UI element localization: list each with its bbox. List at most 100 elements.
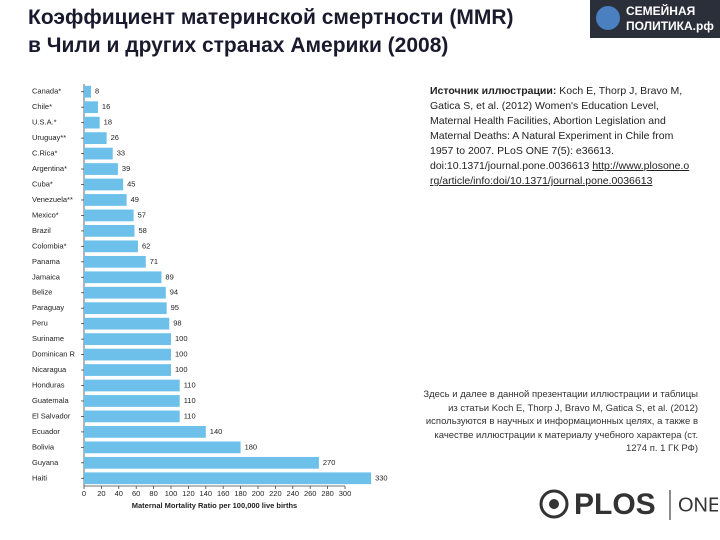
value-label: 180 <box>245 442 258 451</box>
value-label: 98 <box>173 319 181 328</box>
slide-title: Коэффициент материнской смертности (MMR)… <box>28 4 514 60</box>
y-tick-label: Jamaica <box>32 272 61 281</box>
value-label: 49 <box>131 195 139 204</box>
bar <box>84 85 91 98</box>
value-label: 110 <box>184 396 196 405</box>
x-tick-label: 40 <box>115 489 123 498</box>
source-link[interactable]: http://www.plosone.org/article/info:doi/… <box>430 160 690 187</box>
value-label: 71 <box>150 257 158 266</box>
source: Источник иллюстрации: Koch E, Thorp J, B… <box>430 84 692 189</box>
x-axis-title: Maternal Mortality Ratio per 100,000 liv… <box>132 501 297 510</box>
logo-text: СЕМЕЙНАЯ <box>626 4 696 18</box>
bar <box>84 271 162 284</box>
y-tick-label: Mexico* <box>32 210 59 219</box>
bar <box>84 178 124 191</box>
bar <box>84 426 206 438</box>
y-tick-label: Haiti <box>32 473 47 482</box>
value-label: 57 <box>138 210 146 219</box>
bar <box>84 317 170 330</box>
bar <box>84 410 180 423</box>
bar <box>84 240 138 253</box>
plos-logo: PLOS ONE <box>539 488 718 521</box>
bar <box>84 364 171 376</box>
bar <box>84 302 167 315</box>
x-tick-label: 60 <box>132 489 140 498</box>
y-tick-label: Panama <box>32 257 61 266</box>
bar <box>84 286 166 299</box>
y-tick-label: Bolivia <box>32 442 55 451</box>
value-label: 100 <box>175 365 188 374</box>
y-tick-label: Ecuador <box>32 427 60 436</box>
value-label: 140 <box>210 427 223 436</box>
plos-icon <box>549 499 559 509</box>
source-text: Koch E, Thorp J, Bravo M, Gatica S, et a… <box>430 85 683 172</box>
bar <box>84 255 146 268</box>
value-label: 8 <box>95 87 99 96</box>
title-line: в Чили и других странах Америки (2008) <box>28 34 449 57</box>
value-label: 100 <box>175 334 188 343</box>
x-tick-label: 80 <box>149 489 157 498</box>
y-tick-label: El Salvador <box>32 411 71 420</box>
plos-text: PLOS <box>574 488 656 521</box>
x-tick-label: 200 <box>252 489 265 498</box>
x-tick-label: 120 <box>182 489 195 498</box>
bar <box>84 379 180 392</box>
y-tick-label: Guyana <box>32 458 59 467</box>
value-label: 18 <box>104 118 112 127</box>
y-tick-label: Canada* <box>32 87 61 96</box>
value-label: 89 <box>165 272 173 281</box>
x-tick-label: 280 <box>321 489 334 498</box>
x-tick-label: 160 <box>217 489 230 498</box>
x-tick-label: 300 <box>339 489 352 498</box>
y-tick-label: Colombia* <box>32 241 67 250</box>
y-tick-label: Nicaragua <box>32 365 67 374</box>
value-label: 110 <box>184 380 196 389</box>
y-tick-label: Brazil <box>32 226 51 235</box>
y-tick-label: Honduras <box>32 380 65 389</box>
bar <box>84 456 319 469</box>
bar <box>84 225 135 237</box>
y-tick-label: Argentina* <box>32 164 67 173</box>
value-label: 39 <box>122 164 130 173</box>
y-tick-label: C.Rica* <box>32 149 58 158</box>
y-tick-label: U.S.A.* <box>32 118 57 127</box>
value-label: 62 <box>142 241 150 250</box>
bar <box>84 395 180 407</box>
y-tick-label: Cuba* <box>32 179 53 188</box>
plos-icon <box>539 489 569 519</box>
y-tick-label: Venezuela** <box>32 195 73 204</box>
value-label: 16 <box>102 102 110 111</box>
value-label: 270 <box>323 458 336 467</box>
x-tick-label: 180 <box>234 489 247 498</box>
bar <box>84 163 118 175</box>
title-line: Коэффициент материнской смертности (MMR) <box>28 6 514 29</box>
x-tick-label: 240 <box>287 489 300 498</box>
value-label: 94 <box>170 288 178 297</box>
source-label: Источник иллюстрации: <box>430 85 557 97</box>
bar <box>84 209 134 222</box>
y-tick-label: Peru <box>32 319 48 328</box>
chart: 0 20 40 60 80 100 120 140 160 180 200 220 240 260 280 3… <box>32 84 388 510</box>
bar <box>84 147 113 160</box>
bar <box>84 333 171 345</box>
bar <box>84 194 127 206</box>
logo: СЕМЕЙНАЯ ПОЛИТИКА.рф <box>590 0 720 38</box>
bar <box>84 132 107 144</box>
value-label: 100 <box>175 350 188 359</box>
y-tick-label: Suriname <box>32 334 64 343</box>
bar <box>84 348 171 361</box>
bar <box>84 441 241 454</box>
x-tick-label: 0 <box>82 489 86 498</box>
value-label: 330 <box>375 473 388 482</box>
y-tick-label: Chile* <box>32 102 52 111</box>
value-label: 33 <box>117 149 125 158</box>
note: Здесь и далее в данной презентации иллюс… <box>423 389 698 454</box>
value-label: 58 <box>138 226 146 235</box>
x-tick-label: 260 <box>304 489 317 498</box>
value-label: 26 <box>111 133 119 142</box>
y-tick-label: Paraguay <box>32 303 64 312</box>
value-label: 110 <box>184 411 196 420</box>
y-tick-label: Uruguay** <box>32 133 66 142</box>
bar <box>84 101 98 114</box>
x-tick-label: 100 <box>165 489 178 498</box>
